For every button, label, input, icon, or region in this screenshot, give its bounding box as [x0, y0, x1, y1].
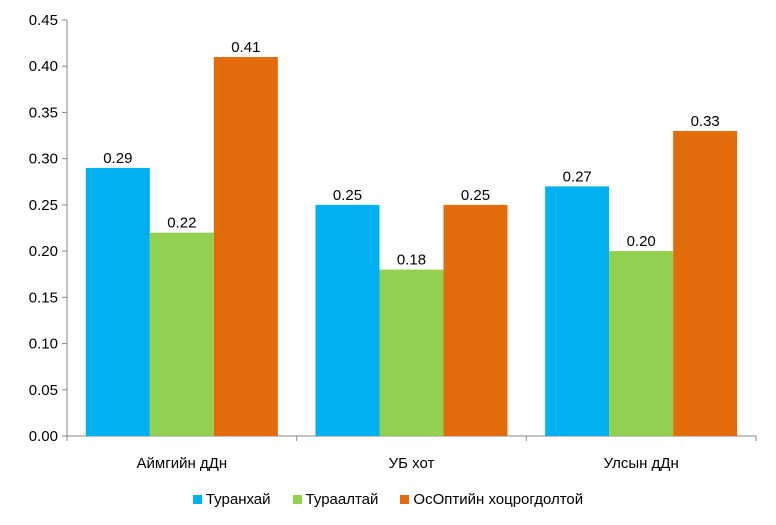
legend-label: Тураалтай [305, 490, 379, 508]
data-label: 0.29 [103, 150, 132, 167]
data-label: 0.33 [691, 113, 720, 130]
bar [673, 130, 738, 436]
data-label: 0.41 [231, 39, 260, 56]
legend-label: ОсОптийн хоцрогдолтой [413, 490, 584, 508]
data-label: 0.27 [563, 168, 592, 185]
y-tick-label: 0.45 [29, 12, 58, 29]
y-tick-label: 0.05 [29, 382, 58, 399]
data-labels: 0.29 0.22 0.41 0.25 0.18 0.25 0.27 0.20 0.33 [103, 39, 720, 269]
legend: Туранхай Тураалтай ОсОптийн хоцрогдолтой [0, 487, 776, 511]
legend-swatch [292, 494, 302, 504]
y-tick-label: 0.35 [29, 104, 58, 121]
y-tick-label: 0.00 [29, 428, 58, 445]
legend-item: ОсОптийн хоцрогдолтой [400, 491, 583, 508]
data-label: 0.20 [627, 233, 656, 250]
category-label: Аймгийн дДн [137, 455, 228, 472]
y-tick-label: 0.10 [29, 336, 58, 353]
bar [443, 204, 508, 436]
bar [213, 56, 278, 436]
bar [545, 186, 610, 436]
legend-item: Тураалтай [292, 490, 379, 508]
legend-swatch [400, 494, 410, 504]
category-label: УБ хот [389, 455, 435, 472]
data-label: 0.22 [167, 215, 196, 232]
data-label: 0.18 [397, 252, 426, 269]
bar [149, 232, 214, 436]
y-tick-label: 0.20 [29, 243, 58, 260]
data-label: 0.25 [333, 187, 362, 204]
y-tick-label: 0.30 [29, 151, 58, 168]
legend-swatch [192, 494, 202, 504]
bar [379, 269, 444, 436]
legend-item: Туранхай [192, 490, 271, 508]
y-tick-label: 0.15 [29, 289, 58, 306]
axes: 0.00 0.05 0.10 0.15 0.20 0.25 0.30 0.35 0.40 0.45… [29, 12, 757, 472]
bars [85, 56, 738, 436]
y-tick-label: 0.25 [29, 197, 58, 214]
bar [315, 204, 380, 436]
bar [609, 251, 674, 436]
bar [85, 167, 150, 436]
legend-label: Туранхай [205, 490, 271, 508]
category-label: Улсын дДн [604, 455, 679, 472]
y-tick-label: 0.40 [29, 58, 58, 75]
data-label: 0.25 [461, 187, 490, 204]
